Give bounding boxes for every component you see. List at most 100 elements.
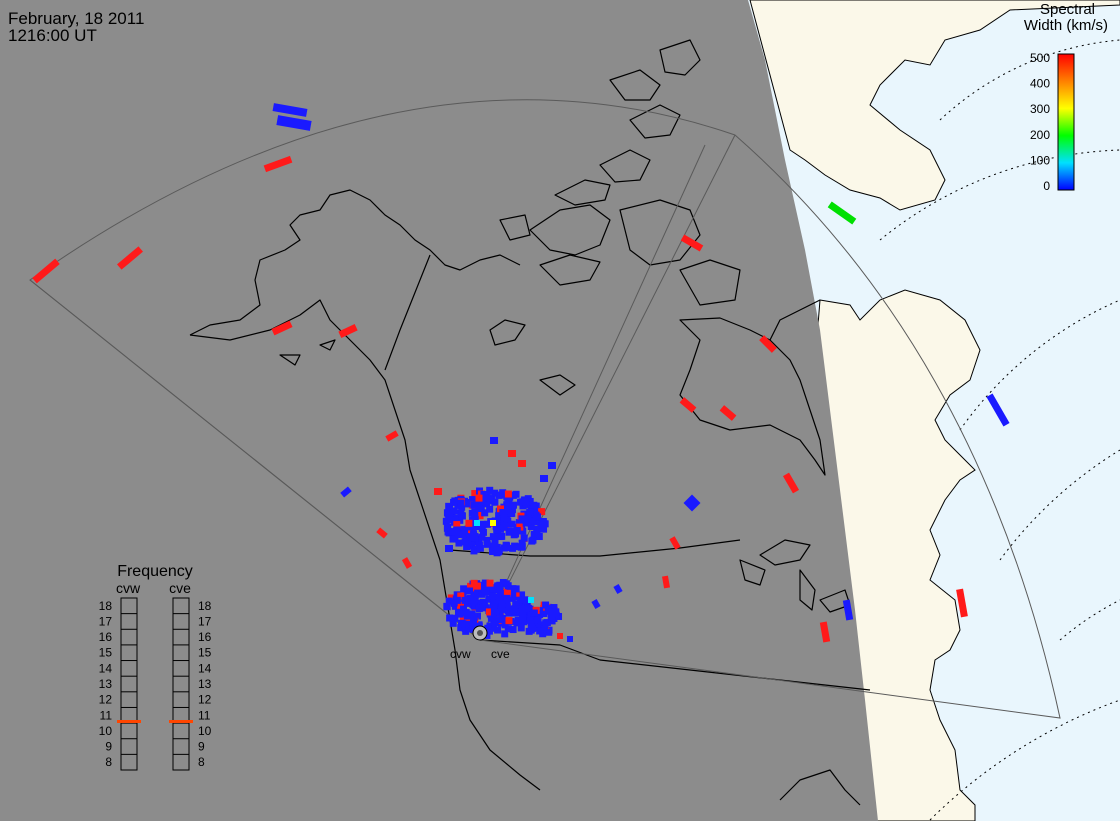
radar-echo: [540, 475, 548, 482]
frequency-scale-label-cvw: 17: [99, 614, 113, 628]
radar-echo: [505, 607, 513, 615]
radar-echo: [340, 486, 352, 498]
frequency-scale-label-cve: 12: [198, 693, 212, 707]
radar-echo: [491, 489, 499, 497]
radar-echo: [276, 115, 312, 131]
radar-echo: [481, 494, 489, 502]
radar-echo: [500, 522, 508, 530]
radar-echo: [719, 405, 737, 421]
radar-echo: [471, 508, 479, 516]
day-land-greenland: [749, 0, 1120, 211]
radar-echo: [679, 397, 697, 413]
radar-echo: [457, 624, 465, 632]
frequency-scale-label-cve: 16: [198, 630, 212, 644]
radar-echo: [512, 530, 520, 538]
radar-echoes: [32, 103, 1010, 643]
radar-echo: [272, 103, 308, 117]
colorbar-tick-label: 300: [1030, 102, 1050, 116]
radar-echo: [519, 605, 527, 613]
radar-echo: [271, 320, 293, 336]
radar-echo: [462, 608, 470, 616]
radar-echo: [548, 613, 556, 621]
radar-echo: [491, 618, 499, 626]
radar-echo: [539, 607, 547, 615]
radar-echo: [550, 604, 558, 612]
radar-echo: [613, 584, 623, 594]
radar-echo: [463, 543, 471, 551]
night-shading: [0, 0, 878, 821]
radar-echo: [509, 590, 517, 598]
radar-echo: [446, 614, 454, 622]
radar-echo: [32, 258, 60, 284]
date-label: February, 18 2011: [8, 9, 145, 28]
radar-echo: [538, 508, 546, 516]
radar-echo: [530, 501, 538, 509]
radar-echo: [552, 608, 560, 616]
radar-echo: [471, 587, 479, 595]
radar-echo: [499, 578, 507, 586]
radar-echo: [463, 500, 471, 508]
radar-echo: [782, 472, 800, 494]
radar-echo: [453, 521, 461, 529]
radar-echo: [496, 609, 504, 617]
radar-echo: [496, 505, 504, 513]
radar-echo: [528, 517, 536, 525]
radar-echo: [478, 498, 486, 506]
radar-echo: [489, 533, 497, 541]
radar-echo: [483, 500, 491, 508]
radar-echo: [518, 591, 526, 599]
colorbar: Spectral Width (km/s) 500 400 300 200 100 0: [1024, 1, 1108, 193]
radar-echo: [450, 507, 458, 515]
radar-echo: [461, 596, 469, 604]
radar-echo: [117, 246, 143, 270]
radar-echo: [458, 620, 466, 628]
radar-echo: [530, 530, 538, 538]
radar-echo: [481, 603, 489, 611]
colorbar-tick-label: 0: [1043, 179, 1050, 193]
radar-echo: [477, 522, 485, 530]
radar-echo: [490, 520, 496, 526]
radar-echo: [509, 544, 517, 552]
radar-sites: cvw cve: [450, 625, 510, 661]
radar-echo: [527, 522, 535, 530]
radar-echo: [546, 607, 554, 615]
radar-echo: [507, 509, 515, 517]
frequency-scale-label-cve: 10: [198, 724, 212, 738]
radar-echo: [567, 636, 573, 642]
radar-echo: [499, 614, 507, 622]
radar-echo: [496, 524, 504, 532]
radar-echo: [518, 539, 526, 547]
radar-echo: [503, 594, 511, 602]
radar-echo: [443, 509, 451, 517]
radar-echo: [483, 540, 491, 548]
frequency-gauge-cve: [172, 597, 190, 771]
radar-echo: [488, 592, 496, 600]
radar-echo: [495, 512, 503, 520]
colorbar-ramp: [1057, 53, 1075, 191]
radar-echo: [470, 531, 478, 539]
radar-echo: [533, 525, 541, 533]
frequency-label-cve: cve: [169, 580, 191, 596]
radar-echo: [490, 601, 498, 609]
radar-echo: [503, 589, 511, 597]
radar-echo: [498, 603, 506, 611]
radar-echo: [486, 486, 494, 494]
radar-echo: [517, 624, 525, 632]
radar-echo: [518, 515, 526, 523]
radar-echo: [461, 624, 469, 632]
radar-echo: [453, 591, 461, 599]
radar-echo: [376, 527, 388, 539]
radar-echo: [485, 608, 493, 616]
radar-echo: [504, 503, 512, 511]
radar-echo: [534, 513, 542, 521]
radar-echo: [495, 491, 503, 499]
radar-echo: [543, 619, 551, 627]
radar-echo: [513, 527, 521, 535]
radar-echo: [263, 155, 293, 173]
frequency-scale-label-cve: 13: [198, 677, 212, 691]
radar-echo: [442, 517, 450, 525]
radar-echo: [524, 604, 532, 612]
radar-echo: [536, 611, 544, 619]
radar-echo: [548, 617, 556, 625]
radar-echo: [529, 536, 537, 544]
